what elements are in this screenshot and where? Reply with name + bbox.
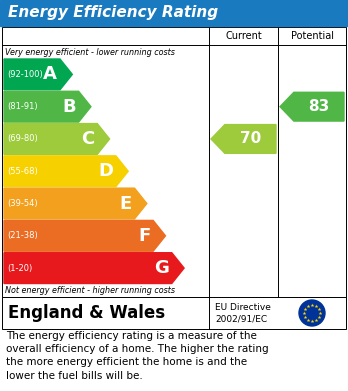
Text: Not energy efficient - higher running costs: Not energy efficient - higher running co… (5, 286, 175, 295)
Text: England & Wales: England & Wales (8, 304, 165, 322)
Polygon shape (4, 59, 72, 90)
Text: 2002/91/EC: 2002/91/EC (215, 315, 267, 324)
Polygon shape (4, 91, 91, 122)
Text: (39-54): (39-54) (7, 199, 38, 208)
Polygon shape (280, 92, 344, 121)
Bar (2, 27, 346, 297)
Text: EU Directive: EU Directive (215, 303, 271, 312)
Text: D: D (98, 162, 113, 180)
Polygon shape (4, 156, 128, 187)
Polygon shape (211, 125, 276, 153)
Text: Very energy efficient - lower running costs: Very energy efficient - lower running co… (5, 48, 175, 57)
Text: E: E (119, 195, 132, 213)
Text: The energy efficiency rating is a measure of the
overall efficiency of a home. T: The energy efficiency rating is a measur… (6, 331, 269, 380)
Text: Potential: Potential (291, 31, 333, 41)
Text: (69-80): (69-80) (7, 135, 38, 143)
Text: (81-91): (81-91) (7, 102, 38, 111)
Polygon shape (4, 188, 147, 219)
Text: B: B (62, 98, 76, 116)
Text: G: G (154, 259, 169, 277)
Text: (55-68): (55-68) (7, 167, 38, 176)
Text: (21-38): (21-38) (7, 231, 38, 240)
Polygon shape (4, 253, 184, 283)
Text: Energy Efficiency Rating: Energy Efficiency Rating (8, 5, 218, 20)
Bar (2, 297, 346, 329)
Text: (1-20): (1-20) (7, 264, 32, 273)
Text: A: A (43, 65, 57, 83)
Text: C: C (81, 130, 94, 148)
Text: 83: 83 (308, 99, 330, 114)
Text: 70: 70 (240, 131, 261, 147)
Bar (0, 0, 348, 26)
Text: F: F (138, 227, 150, 245)
Polygon shape (4, 124, 110, 154)
Polygon shape (4, 221, 165, 251)
Circle shape (299, 300, 325, 326)
Text: Current: Current (225, 31, 262, 41)
Text: (92-100): (92-100) (7, 70, 43, 79)
